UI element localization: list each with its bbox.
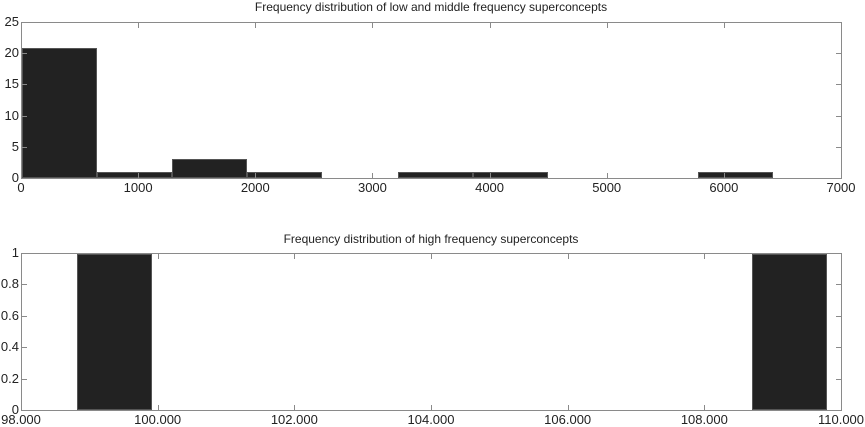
x-tick-label: 3000	[357, 180, 387, 195]
y-tick-mark	[836, 284, 842, 286]
y-tick-mark	[836, 84, 842, 86]
x-tick-mark	[841, 22, 842, 28]
y-tick-mark	[836, 347, 842, 349]
histogram-bar	[97, 171, 173, 178]
x-tick-label: 7000	[826, 180, 856, 195]
x-tick-mark	[567, 253, 569, 259]
x-tick-mark	[21, 253, 22, 259]
x-tick-mark	[372, 22, 374, 28]
y-tick-mark	[836, 315, 842, 317]
histogram-bar	[172, 159, 248, 178]
x-tick-mark	[21, 22, 22, 28]
y-tick-mark	[836, 178, 842, 179]
y-tick-mark	[21, 253, 27, 254]
x-tick-mark	[157, 253, 159, 259]
y-tick-mark	[836, 22, 842, 23]
y-tick-mark	[836, 53, 842, 55]
y-tick-mark	[21, 178, 27, 179]
y-tick-mark	[21, 115, 27, 117]
chart-top-title: Frequency distribution of low and middle…	[254, 0, 608, 14]
y-tick-mark	[836, 378, 842, 380]
x-tick-mark	[489, 22, 491, 28]
y-tick-label: 0.8	[0, 276, 19, 292]
x-tick-mark	[704, 253, 706, 259]
y-tick-mark	[21, 146, 27, 148]
x-tick-mark	[21, 173, 22, 179]
x-tick-label: 108.000	[680, 412, 728, 427]
y-tick-label: 0.6	[0, 307, 19, 323]
x-tick-mark	[606, 173, 608, 179]
x-tick-mark	[255, 22, 257, 28]
y-tick-label: 10	[4, 107, 19, 123]
y-tick-label: 1	[11, 245, 19, 260]
x-tick-label: 100.000	[134, 412, 182, 427]
histogram-bar	[698, 171, 774, 178]
x-tick-mark	[723, 173, 725, 179]
x-tick-mark	[138, 22, 140, 28]
x-tick-label: 5000	[592, 180, 622, 195]
y-tick-mark	[21, 410, 27, 411]
y-tick-mark	[836, 146, 842, 148]
y-tick-mark	[21, 22, 27, 23]
x-tick-mark	[294, 253, 296, 259]
x-tick-label: 0	[17, 180, 25, 195]
y-tick-label: 5	[11, 138, 19, 154]
y-tick-mark	[836, 410, 842, 411]
x-tick-mark	[255, 173, 257, 179]
x-tick-mark	[157, 405, 159, 411]
x-tick-label: 110.000	[817, 412, 865, 427]
x-tick-label: 98.000	[1, 412, 41, 427]
y-tick-label: 0	[11, 170, 19, 185]
x-tick-mark	[723, 22, 725, 28]
x-tick-label: 2000	[240, 180, 270, 195]
y-tick-label: 15	[4, 76, 19, 92]
y-tick-mark	[21, 284, 27, 286]
histogram-bar	[22, 47, 98, 178]
x-tick-mark	[431, 253, 432, 259]
histogram-bar	[472, 171, 548, 178]
x-tick-mark	[431, 405, 432, 411]
x-tick-mark	[372, 173, 374, 179]
y-tick-label: 0.4	[0, 339, 19, 355]
y-tick-label: 25	[4, 14, 19, 29]
x-tick-label: 102.000	[270, 412, 318, 427]
y-tick-mark	[21, 347, 27, 349]
y-tick-label: 0.2	[0, 370, 19, 386]
y-tick-mark	[21, 378, 27, 380]
histogram-bar	[247, 171, 323, 178]
x-tick-mark	[489, 173, 491, 179]
chart-bottom-title: Frequency distribution of high frequency…	[283, 232, 579, 246]
x-tick-label: 1000	[123, 180, 153, 195]
x-tick-mark	[841, 253, 842, 259]
x-tick-mark	[841, 405, 842, 411]
chart-top-plot-area	[21, 22, 842, 179]
y-tick-label: 0	[11, 402, 19, 417]
y-tick-label: 20	[4, 45, 19, 61]
x-tick-mark	[567, 405, 569, 411]
histogram-bar	[397, 171, 473, 178]
x-tick-mark	[606, 22, 608, 28]
x-tick-label: 6000	[709, 180, 739, 195]
y-tick-mark	[21, 315, 27, 317]
x-tick-mark	[704, 405, 706, 411]
y-tick-mark	[21, 53, 27, 55]
histogram-bar	[76, 254, 152, 410]
y-tick-mark	[836, 115, 842, 117]
x-tick-label: 104.000	[407, 412, 455, 427]
chart-bottom-plot-area	[21, 253, 842, 411]
x-tick-mark	[841, 173, 842, 179]
x-tick-label: 4000	[475, 180, 505, 195]
y-tick-mark	[21, 84, 27, 86]
x-tick-mark	[294, 405, 296, 411]
x-tick-mark	[21, 405, 22, 411]
x-tick-mark	[138, 173, 140, 179]
x-tick-label: 106.000	[544, 412, 592, 427]
histogram-bar	[752, 254, 828, 410]
y-tick-mark	[836, 253, 842, 254]
